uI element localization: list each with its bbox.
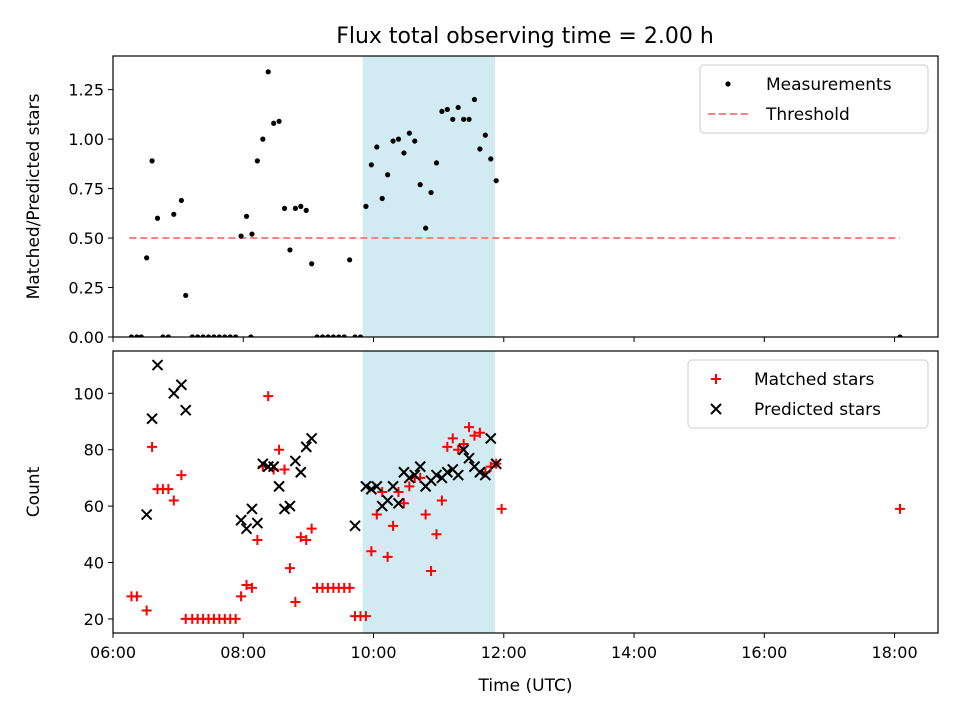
bottom-legend: Matched stars Predicted stars — [688, 360, 928, 428]
top-legend-label: Measurements — [766, 75, 892, 95]
top-measurement-point — [244, 214, 249, 219]
top-measurement-point — [155, 216, 160, 221]
top-measurement-point — [149, 158, 154, 163]
top-measurement-point — [439, 109, 444, 114]
top-measurement-point — [396, 137, 401, 142]
top-measurement-point — [477, 146, 482, 151]
top-measurement-point — [183, 293, 188, 298]
top-measurement-point — [266, 69, 271, 74]
top-measurement-point — [412, 138, 417, 143]
top-measurement-point — [472, 97, 477, 102]
xtick-label: 08:00 — [220, 643, 266, 662]
xtick-label: 12:00 — [481, 643, 527, 662]
top-measurement-point — [271, 121, 276, 126]
top-ytick-label: 0.00 — [68, 328, 104, 347]
top-ytick-label: 1.25 — [68, 81, 104, 100]
top-measurement-point — [369, 162, 374, 167]
top-measurement-point — [494, 178, 499, 183]
top-ylabel: Matched/Predicted stars — [24, 93, 44, 299]
top-measurement-point — [483, 133, 488, 138]
bottom-ytick-label: 80 — [84, 441, 104, 460]
top-measurement-point — [418, 182, 423, 187]
xtick-label: 10:00 — [350, 643, 396, 662]
top-measurement-point — [304, 208, 309, 213]
xtick-label: 16:00 — [741, 643, 787, 662]
top-measurement-point — [298, 204, 303, 209]
top-measurement-point — [309, 261, 314, 266]
top-measurement-point — [445, 107, 450, 112]
top-ytick-label: 0.50 — [68, 229, 104, 248]
bottom-ytick-label: 60 — [84, 497, 104, 516]
top-legend: Measurements Threshold — [700, 65, 928, 133]
top-measurement-point — [171, 212, 176, 217]
top-legend-label: Threshold — [765, 105, 850, 125]
top-measurement-point — [390, 138, 395, 143]
bottom-ytick-label: 40 — [84, 554, 104, 573]
top-measurement-point — [374, 144, 379, 149]
top-measurement-point — [428, 190, 433, 195]
top-measurement-point — [385, 172, 390, 177]
bottom-ytick-label: 100 — [73, 384, 104, 403]
x-axis-label: Time (UTC) — [478, 676, 573, 696]
top-measurement-point — [276, 119, 281, 124]
top-measurement-point — [434, 160, 439, 165]
top-measurement-point — [179, 198, 184, 203]
top-ytick-label: 0.25 — [68, 279, 104, 298]
top-measurement-point — [423, 226, 428, 231]
top-measurement-point — [401, 150, 406, 155]
chart-title: Flux total observing time = 2.00 h — [336, 24, 714, 49]
top-measurement-point — [488, 156, 493, 161]
top-measurement-point — [407, 131, 412, 136]
xtick-label: 14:00 — [611, 643, 657, 662]
top-measurement-point — [461, 117, 466, 122]
top-measurement-point — [282, 206, 287, 211]
xtick-label: 18:00 — [872, 643, 918, 662]
top-measurement-point — [466, 117, 471, 122]
top-measurement-point — [363, 204, 368, 209]
bottom-ytick-label: 20 — [84, 610, 104, 629]
top-measurement-point — [456, 105, 461, 110]
bottom-legend-label: Predicted stars — [754, 400, 881, 420]
top-measurement-point — [238, 233, 243, 238]
top-measurement-point — [347, 257, 352, 262]
bottom-legend-label: Matched stars — [754, 370, 874, 390]
figure: Flux total observing time = 2.00 h 0.00 0… — [0, 0, 960, 720]
top-measurement-point — [255, 158, 260, 163]
top-measurement-point — [380, 196, 385, 201]
top-measurement-point — [293, 206, 298, 211]
bottom-ylabel: Count — [24, 466, 44, 517]
top-measurement-point — [450, 117, 455, 122]
legend-measurement-marker — [725, 81, 730, 86]
top-measurement-point — [144, 255, 149, 260]
top-measurement-point — [260, 137, 265, 142]
top-measurement-point — [287, 247, 292, 252]
top-ytick-label: 0.75 — [68, 180, 104, 199]
xtick-label: 06:00 — [90, 643, 136, 662]
top-measurement-point — [249, 231, 254, 236]
top-ytick-label: 1.00 — [68, 130, 104, 149]
